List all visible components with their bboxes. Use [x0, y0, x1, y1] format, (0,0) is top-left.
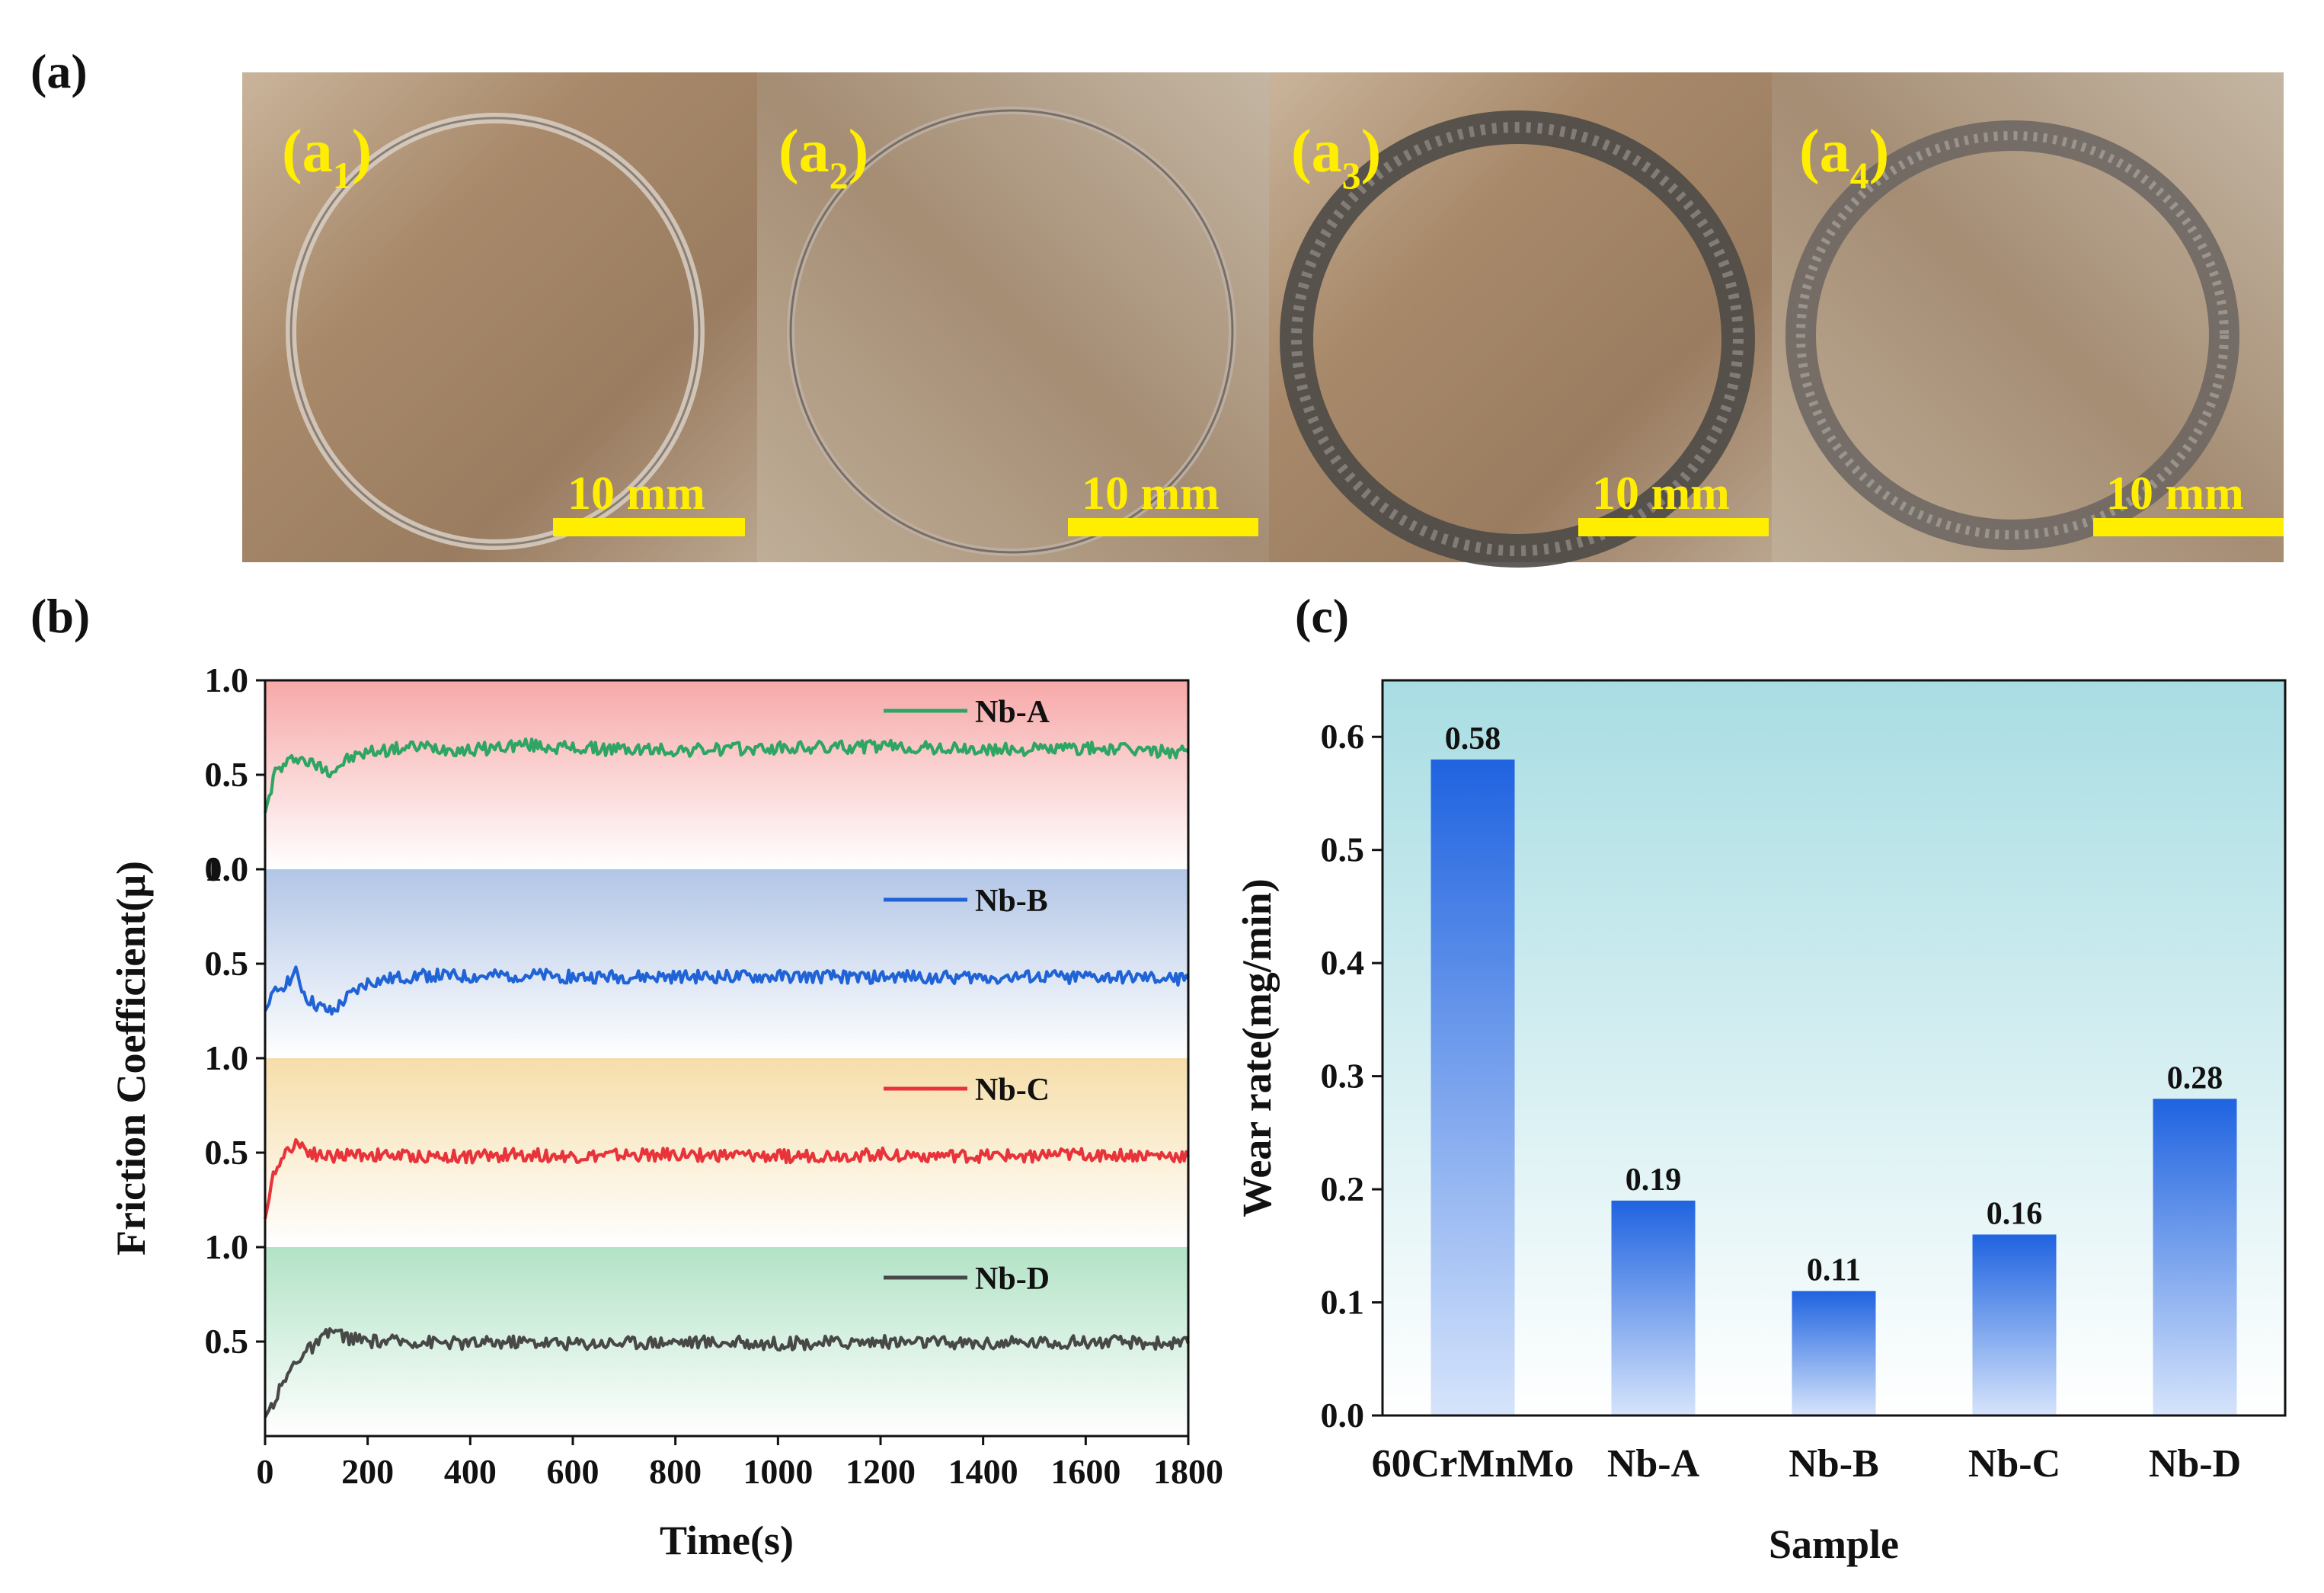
- bar-value-label: 0.58: [1445, 721, 1501, 757]
- bar-Nb-D: [2153, 1099, 2237, 1415]
- xtick-label: 600: [547, 1452, 599, 1491]
- legend-label-Nb-D: Nb-D: [975, 1262, 1050, 1297]
- legend-label-Nb-C: Nb-C: [975, 1073, 1050, 1108]
- trace-Nb-A: [263, 737, 1190, 814]
- bar-Nb-B: [1792, 1291, 1876, 1415]
- svg-text:(a3): (a3): [1291, 118, 1381, 197]
- scale-bar-a2: [1068, 518, 1258, 536]
- ytick-label: 0.5: [1321, 830, 1365, 869]
- band-Nb-A: [265, 680, 1188, 869]
- xtick-label: 1000: [743, 1452, 813, 1491]
- ytick-label: 1.0: [205, 849, 249, 888]
- bar-value-label: 0.28: [2167, 1060, 2223, 1096]
- category-label: 60CrMnMo: [1372, 1442, 1574, 1486]
- ytick-label: 0.0: [1321, 1396, 1365, 1435]
- ytick-label: 1.0: [205, 661, 249, 699]
- photo-strip: (a1) 10 mm (a2) 10 mm (a3) 10 mm (a4) 10…: [242, 72, 2284, 568]
- xtick-label: 200: [341, 1452, 394, 1491]
- category-label: Nb-C: [1968, 1442, 2060, 1486]
- bar-value-label: 0.16: [1987, 1196, 2043, 1231]
- bar-Nb-A: [1611, 1200, 1696, 1415]
- ytick-label: 0.1: [1321, 1283, 1365, 1322]
- photo-a1: (a1) 10 mm: [242, 72, 757, 562]
- scale-bar-a4: [2093, 518, 2284, 536]
- ytick-label: 1.0: [205, 1227, 249, 1266]
- legend-label-Nb-B: Nb-B: [975, 884, 1048, 919]
- scale-label-a2: 10 mm: [1082, 468, 1220, 520]
- x-axis-title: Sample: [1769, 1521, 1899, 1567]
- trace-Nb-D: [264, 1327, 1190, 1419]
- photo-a4: (a4) 10 mm: [1772, 72, 2284, 562]
- ytick-label: 0.6: [1321, 717, 1365, 756]
- xtick-label: 400: [444, 1452, 497, 1491]
- xtick-label: 1800: [1153, 1452, 1223, 1491]
- ytick-label: 0.5: [205, 944, 249, 983]
- scale-bar-a3: [1578, 518, 1769, 536]
- xtick-label: 1200: [846, 1452, 916, 1491]
- scale-bar-a1: [553, 518, 745, 536]
- y-axis-title: Wear rate(mg/min): [1234, 878, 1280, 1217]
- ytick-label: 0.5: [205, 1133, 249, 1172]
- scale-label-a1: 10 mm: [567, 468, 705, 520]
- bar-60CrMnMo: [1431, 759, 1515, 1415]
- y-axis-title: Friction Coefficient(μ): [108, 861, 154, 1256]
- scale-label-a4: 10 mm: [2106, 468, 2244, 520]
- photo-a2: (a2) 10 mm: [757, 72, 1269, 562]
- svg-text:(a4): (a4): [1799, 118, 1889, 197]
- ytick-label: 0.4: [1321, 943, 1365, 982]
- xtick-label: 0: [257, 1452, 274, 1491]
- bar-Nb-C: [1972, 1234, 2057, 1415]
- ytick-label: 0.5: [205, 755, 249, 794]
- ytick-label: 0.2: [1321, 1169, 1365, 1208]
- svg-text:(a2): (a2): [778, 118, 868, 197]
- panel-a-letter: (a): [30, 44, 88, 98]
- svg-text:(a1): (a1): [282, 118, 372, 197]
- panel-c-letter: (c): [1295, 589, 1349, 643]
- plot-frame: [264, 679, 1190, 1438]
- panel-b-letter: (b): [30, 589, 90, 643]
- xtick-label: 1600: [1050, 1452, 1120, 1491]
- category-label: Nb-A: [1607, 1442, 1700, 1486]
- ytick-label: 0.0: [205, 849, 249, 888]
- x-axis-title: Time(s): [660, 1518, 794, 1563]
- scale-label-a3: 10 mm: [1592, 468, 1730, 520]
- xtick-label: 1400: [948, 1452, 1018, 1491]
- band-Nb-B: [265, 869, 1188, 1058]
- bar-value-label: 0.11: [1807, 1253, 1861, 1288]
- photo-a3: (a3) 10 mm: [1269, 72, 1772, 568]
- ytick-label: 0.5: [205, 1322, 249, 1361]
- wear-rate-chart: 0.58 60CrMnMo 0.19 Nb-A 0.11 Nb-B 0.16 Nb-C 0.28…: [1234, 679, 2287, 1567]
- friction-chart: Nb-A 0.0 0.5 1.0 Nb-B 0.5 1.0 Nb-C 0.5 1.0 Nb-D 0.5…: [108, 661, 1223, 1563]
- xtick-label: 800: [649, 1452, 702, 1491]
- ytick-label: 0.3: [1321, 1057, 1365, 1096]
- legend-label-Nb-A: Nb-A: [975, 695, 1050, 730]
- trace-Nb-B: [264, 965, 1190, 1016]
- plot-frame: [1381, 679, 2287, 1417]
- category-label: Nb-B: [1789, 1442, 1878, 1486]
- trace-Nb-C: [263, 1137, 1190, 1220]
- bar-value-label: 0.19: [1626, 1163, 1682, 1198]
- ytick-label: 1.0: [205, 1038, 249, 1077]
- category-label: Nb-D: [2149, 1442, 2241, 1486]
